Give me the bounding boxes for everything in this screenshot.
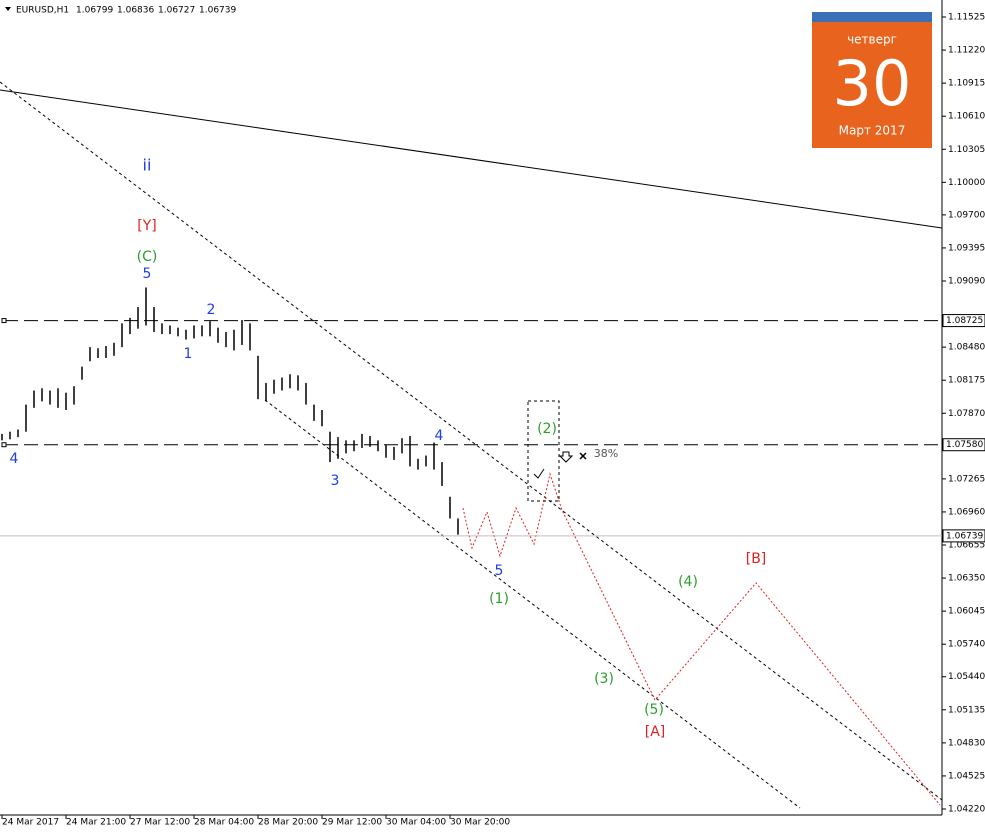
x-tick-label: 30 Mar 20:00: [450, 818, 510, 828]
level-handle: [1, 318, 7, 324]
y-tick-label: 1.10915: [948, 79, 985, 89]
y-tick-label: 1.06960: [948, 507, 985, 517]
y-tick-label: 1.07870: [948, 409, 985, 419]
wave-label: (4): [678, 574, 698, 590]
y-tick-label: 1.05440: [948, 672, 985, 682]
y-tick-label: 1.06045: [948, 607, 985, 617]
header-price: 1.06727: [158, 6, 195, 16]
check-icon: [533, 468, 545, 479]
y-tick-label: 1.05135: [948, 705, 985, 715]
close-icon: [579, 452, 587, 460]
level-label: 1.07580: [946, 440, 983, 450]
x-tick-label: 30 Mar 04:00: [386, 818, 446, 828]
level-label-box: [942, 438, 985, 452]
level-label-box: [942, 314, 985, 328]
wave-label: [B]: [746, 551, 767, 567]
x-tick-label: 24 Mar 2017: [2, 818, 59, 828]
channel-line: [264, 399, 801, 809]
menu-arrow: [5, 7, 11, 11]
calendar-day: 30: [833, 47, 912, 120]
header-price: 1.06739: [199, 6, 236, 16]
wave-label: 38%: [594, 447, 618, 460]
y-tick-label: 1.10610: [948, 112, 985, 122]
wave-label: (2): [537, 421, 557, 437]
x-tick-label: 27 Mar 12:00: [130, 818, 190, 828]
arrow-icon: [558, 451, 574, 463]
y-tick-label: 1.09700: [948, 210, 985, 220]
wave-label: [A]: [645, 724, 666, 740]
y-tick-label: 1.09090: [948, 277, 985, 287]
y-tick-label: 1.10305: [948, 145, 985, 155]
wave-label: (C): [137, 249, 158, 265]
wave-label: (3): [594, 671, 614, 687]
y-tick-label: 1.06350: [948, 574, 985, 584]
wave-label: (1): [489, 591, 509, 607]
wave-label: 3: [331, 473, 340, 489]
target-box: [527, 400, 560, 502]
wave-label: 4: [435, 428, 444, 444]
y-tick-label: 1.05740: [948, 640, 985, 650]
projection-path: [462, 472, 941, 806]
current-price-box: [942, 529, 985, 543]
wave-label: (5): [644, 702, 664, 718]
y-tick-label: 1.08480: [948, 343, 985, 353]
wave-label: 5: [495, 563, 504, 579]
header-price: 1.06836: [117, 6, 154, 16]
x-tick-label: 29 Mar 12:00: [322, 818, 382, 828]
symbol: EURUSD,H1: [16, 6, 69, 16]
calendar-weekday: четверг: [847, 33, 897, 47]
calendar-rings: [812, 12, 932, 22]
wave-label: [Y]: [137, 218, 156, 234]
y-tick-label: 1.06655: [948, 541, 985, 551]
y-tick-label: 1.10000: [948, 178, 985, 188]
wave-label: 4: [10, 451, 19, 467]
x-tick-label: 24 Mar 21:00: [66, 818, 126, 828]
x-tick-label: 28 Mar 04:00: [194, 818, 254, 828]
y-tick-label: 1.07265: [948, 474, 985, 484]
y-tick-label: 1.11220: [948, 46, 985, 56]
level-handle: [1, 442, 7, 448]
header-price: 1.06799: [76, 6, 113, 16]
level-label: 1.08725: [946, 316, 983, 326]
y-tick-label: 1.04525: [948, 771, 985, 781]
x-tick-label: 28 Mar 20:00: [258, 818, 318, 828]
y-tick-label: 1.04220: [948, 805, 985, 815]
y-tick-label: 1.08175: [948, 376, 985, 386]
current-price-label: 1.06739: [946, 531, 983, 541]
trendline: [0, 89, 943, 229]
wave-label: 2: [207, 302, 216, 318]
wave-label: 1: [184, 346, 193, 362]
wave-label: 5: [143, 266, 152, 282]
calendar: [812, 12, 932, 148]
y-tick-label: 1.04830: [948, 738, 985, 748]
y-tick-label: 1.11525: [948, 13, 985, 23]
y-tick-label: 1.09395: [948, 243, 985, 253]
wave-label: ii: [143, 156, 152, 175]
calendar-month: Март 2017: [839, 124, 906, 138]
